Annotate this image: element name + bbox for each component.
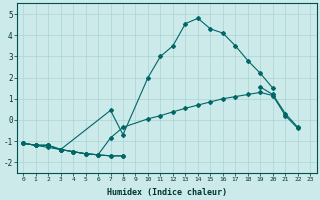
X-axis label: Humidex (Indice chaleur): Humidex (Indice chaleur) bbox=[107, 188, 227, 197]
